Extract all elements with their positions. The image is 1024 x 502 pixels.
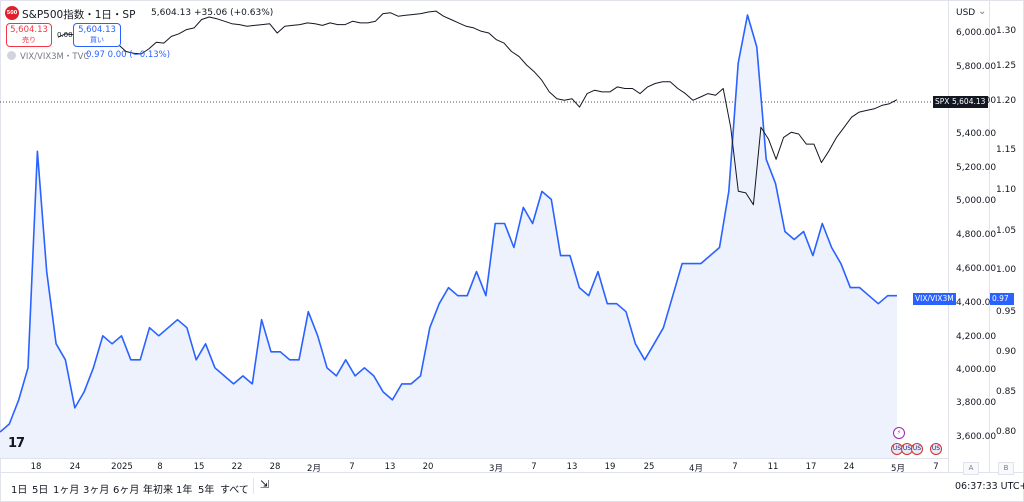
event-flash-icon[interactable]: ⚡ <box>893 427 905 439</box>
vix-tick-label: 1.15 <box>996 145 1017 155</box>
time-tick-label: 8 <box>157 462 163 472</box>
vix-tick-label: 0.90 <box>996 347 1017 357</box>
vix-price-tag: 0.97 <box>990 293 1014 305</box>
time-tick-label: 7 <box>933 462 939 472</box>
spx-symbol-tag: SPX <box>933 96 952 108</box>
overlay-symbol-icon <box>7 51 16 60</box>
sell-button[interactable]: 5,604.13 売り <box>6 23 52 47</box>
time-tick-label: 18 <box>30 462 42 472</box>
scale-b-button[interactable]: B <box>998 462 1014 475</box>
sell-label: 売り <box>22 36 36 44</box>
quote-line: 5,604.13 +35.06 (+0.63%) <box>151 8 273 18</box>
time-tick-label: 13 <box>384 462 396 472</box>
event-flag-icon[interactable]: US <box>930 443 942 455</box>
spx-tick-label: 4,600.00 <box>956 264 997 274</box>
spx-tick-label: 3,800.00 <box>956 398 997 408</box>
range-button[interactable]: 6ヶ月 <box>113 485 140 496</box>
range-button[interactable]: 1年 <box>176 485 193 496</box>
time-tick-label: 20 <box>422 462 434 472</box>
spx-series-line[interactable] <box>57 10 898 206</box>
range-button[interactable]: 1ヶ月 <box>53 485 80 496</box>
time-tick-label: 7 <box>531 462 537 472</box>
time-tick-label: 22 <box>231 462 243 472</box>
time-tick-label: 2月 <box>307 464 321 474</box>
auto-scale-button[interactable]: A <box>963 462 979 475</box>
currency-label[interactable]: USD <box>956 8 976 18</box>
spx-tick-label: 6,000.00 <box>956 28 997 38</box>
time-tick-label: 7 <box>732 462 738 472</box>
clock[interactable]: 06:37:33 UTC+9 <box>955 481 1024 492</box>
vix-tick-label: 1.00 <box>996 265 1017 275</box>
vix-tick-label: 1.10 <box>996 185 1017 195</box>
vix-tick-label: 1.30 <box>996 26 1017 36</box>
buy-label: 買い <box>90 36 104 44</box>
overlay-value: 0.97 <box>86 50 105 60</box>
spx-axis-divider <box>948 0 949 472</box>
bottom-bar-divider <box>0 472 1024 473</box>
time-tick-label: 4月 <box>689 464 703 474</box>
event-flag-icon[interactable]: US <box>911 443 923 455</box>
time-tick-label: 13 <box>566 462 578 472</box>
price-change: +35.06 (+0.63%) <box>193 8 274 18</box>
time-tick-label: 17 <box>805 462 817 472</box>
range-divider <box>253 478 254 494</box>
spx-tick-label: 4,400.00 <box>956 298 997 308</box>
date-range-icon[interactable]: ⇲ <box>260 478 270 491</box>
sell-price: 5,604.13 <box>10 25 48 35</box>
range-button[interactable]: 年初来 <box>143 485 173 496</box>
range-button[interactable]: 5年 <box>198 485 215 496</box>
spx-price-tag: 5,604.13 <box>950 96 988 108</box>
vix-tick-label: 1.20 <box>996 96 1017 106</box>
vix-series-line[interactable] <box>0 14 897 433</box>
time-tick-label: 7 <box>349 462 355 472</box>
time-tick-label: 5月 <box>891 464 905 474</box>
spread-value: 0.00 <box>57 31 73 39</box>
range-button[interactable]: 3ヶ月 <box>83 485 110 496</box>
overlay-name[interactable]: VIX/VIX3M・TVC <box>20 52 90 62</box>
vix-tick-label: 0.95 <box>996 307 1017 317</box>
spx-tick-label: 5,800.00 <box>956 62 997 72</box>
time-tick-label: 24 <box>69 462 81 472</box>
vix-axis-divider <box>989 0 990 472</box>
range-button[interactable]: 1日 <box>11 485 28 496</box>
range-button[interactable]: すべて <box>220 485 249 496</box>
vix-area <box>0 15 897 458</box>
last-price: 5,604.13 <box>151 8 192 18</box>
tradingview-logo-icon: 17 <box>8 436 25 451</box>
spx-tick-label: 5,000.00 <box>956 196 997 206</box>
vix-tick-label: 1.05 <box>996 226 1017 236</box>
range-button[interactable]: 5日 <box>32 485 49 496</box>
price-chart[interactable] <box>0 0 948 458</box>
time-tick-label: 3月 <box>489 464 503 474</box>
spx-tick-label: 4,000.00 <box>956 365 997 375</box>
time-tick-label: 15 <box>193 462 205 472</box>
time-tick-label: 24 <box>843 462 855 472</box>
overlay-quote: 0.97 0.00 (−0.13%) <box>86 50 170 60</box>
vix-tick-label: 0.80 <box>996 427 1017 437</box>
time-tick-label: 11 <box>767 462 779 472</box>
time-tick-label: 19 <box>604 462 616 472</box>
spx-tick-label: 4,200.00 <box>956 332 997 342</box>
symbol-title[interactable]: S&P500指数・1日・SP <box>22 9 136 21</box>
spx-tick-label: 3,600.00 <box>956 432 997 442</box>
spx-tick-label: 5,400.00 <box>956 129 997 139</box>
chevron-down-icon[interactable]: ⌄ <box>978 6 987 17</box>
time-tick-label: 28 <box>269 462 281 472</box>
symbol-logo-icon: 500 <box>5 6 19 20</box>
time-axis-divider <box>0 458 948 459</box>
vix-tick-label: 0.85 <box>996 387 1017 397</box>
vix-symbol-tag: VIX/VIX3M <box>913 293 956 305</box>
time-tick-label: 25 <box>643 462 655 472</box>
spx-tick-label: 4,800.00 <box>956 230 997 240</box>
vix-tick-label: 1.25 <box>996 61 1017 71</box>
time-tick-label: 2025 <box>111 462 133 472</box>
buy-price: 5,604.13 <box>78 25 116 35</box>
overlay-change: 0.00 (−0.13%) <box>107 50 171 60</box>
spx-tick-label: 5,200.00 <box>956 163 997 173</box>
buy-button[interactable]: 5,604.13 買い <box>73 23 121 47</box>
